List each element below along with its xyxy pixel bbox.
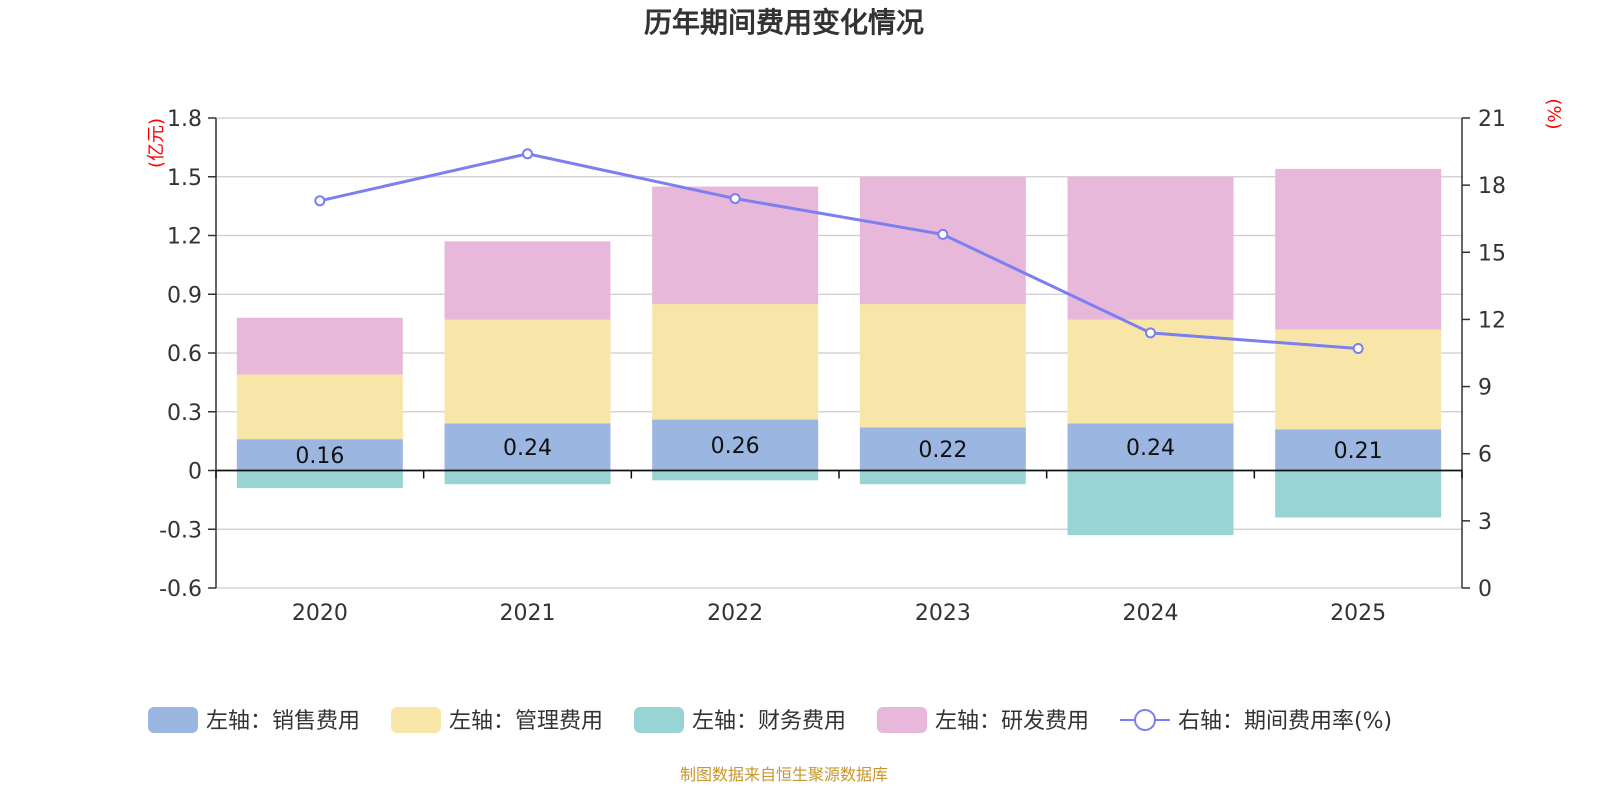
source-note: 制图数据来自恒生聚源数据库 <box>680 765 888 784</box>
bar-0-2020[interactable] <box>236 439 403 471</box>
grid <box>216 117 1462 589</box>
right-tick-label: 15 <box>1478 241 1506 266</box>
rate-point[interactable] <box>729 193 741 205</box>
left-tick-label: -0.6 <box>159 577 202 602</box>
legend-item-0[interactable]: 左轴：销售费用 <box>148 707 360 734</box>
right-tick-label: 6 <box>1478 443 1492 468</box>
rate-point[interactable] <box>1145 327 1156 339</box>
bar-1-2023[interactable] <box>859 304 1026 428</box>
left-tick-label: 0.9 <box>167 283 202 308</box>
data-label: 0.21 <box>1334 439 1383 464</box>
legend-item-3[interactable]: 左轴：研发费用 <box>877 707 1089 734</box>
legend-label: 左轴：财务费用 <box>692 709 846 734</box>
left-tick-label: 1.8 <box>167 107 202 132</box>
rate-point[interactable] <box>522 148 533 160</box>
bar-3-2022[interactable] <box>652 186 819 305</box>
bar-2-2023[interactable] <box>859 470 1026 485</box>
legend-swatch <box>148 707 198 733</box>
bar-0-2025[interactable] <box>1275 429 1442 471</box>
legend-swatch <box>391 707 441 733</box>
data-label: 0.24 <box>503 436 552 461</box>
bar-0-2021[interactable] <box>444 423 611 471</box>
legend-label: 左轴：管理费用 <box>449 709 603 734</box>
left-tick-label: -0.3 <box>159 518 202 543</box>
legend-item-1[interactable]: 左轴：管理费用 <box>391 707 603 734</box>
bar-2-2024[interactable] <box>1067 470 1234 536</box>
chart-title: 历年期间费用变化情况 <box>644 6 924 39</box>
left-tick-label: 1.5 <box>167 166 202 191</box>
legend: 左轴：销售费用 左轴：管理费用 左轴：财务费用 左轴：研发费用 右轴：期间费用率(%) <box>148 707 1392 734</box>
right-tick-label: 0 <box>1478 577 1492 602</box>
bar-0-2024[interactable] <box>1067 423 1234 471</box>
bar-0-2023[interactable] <box>859 427 1026 471</box>
right-tick-label: 21 <box>1478 107 1506 132</box>
bar-3-2020[interactable] <box>236 317 403 375</box>
right-tick-label: 18 <box>1478 174 1506 199</box>
left-tick-label: 0.3 <box>167 401 202 426</box>
right-tick-label: 9 <box>1478 376 1492 401</box>
bar-3-2025[interactable] <box>1275 168 1442 330</box>
legend-item-4[interactable]: 右轴：期间费用率(%) <box>1120 709 1392 734</box>
left-axis-unit: (亿元) <box>146 118 167 168</box>
left-tick-label: 0.6 <box>167 342 202 367</box>
left-tick-label: 1.2 <box>167 225 202 250</box>
bar-2-2022[interactable] <box>652 470 819 481</box>
data-label: 0.26 <box>711 434 760 459</box>
data-label: 0.16 <box>295 444 344 469</box>
legend-swatch <box>634 707 684 733</box>
x-tick-label: 2022 <box>707 601 763 626</box>
bar-2-2020[interactable] <box>236 470 403 489</box>
x-tick-label: 2020 <box>292 601 348 626</box>
legend-label: 左轴：销售费用 <box>206 709 360 734</box>
data-label: 0.24 <box>1126 436 1175 461</box>
rate-point[interactable] <box>1352 343 1364 355</box>
bar-0-2022[interactable] <box>652 419 819 471</box>
legend-swatch <box>877 707 927 733</box>
axes: -0.6 -0.3 0 0.3 0.6 0.9 1.2 1.5 1.8 0 3 6 9 12 15 18 21 2… <box>159 107 1506 626</box>
legend-marker <box>1134 709 1156 731</box>
bar-1-2022[interactable] <box>652 304 819 420</box>
rate-line <box>314 148 1364 355</box>
bar-3-2023[interactable] <box>859 176 1026 305</box>
left-tick-label: 0 <box>188 460 202 485</box>
bar-2-2021[interactable] <box>444 470 611 485</box>
x-tick-label: 2021 <box>500 601 556 626</box>
x-tick-label: 2024 <box>1123 601 1179 626</box>
rate-point[interactable] <box>937 228 949 240</box>
data-label: 0.22 <box>918 438 967 463</box>
bar-1-2020[interactable] <box>236 374 403 440</box>
bar-2-2025[interactable] <box>1275 470 1442 518</box>
rate-point[interactable] <box>314 195 326 207</box>
bar-3-2021[interactable] <box>444 241 611 320</box>
bar-1-2021[interactable] <box>444 319 611 424</box>
legend-label: 左轴：研发费用 <box>935 709 1089 734</box>
right-tick-label: 12 <box>1478 308 1506 333</box>
data-labels: 0.16 0.24 0.26 0.22 0.24 0.21 <box>295 434 1382 469</box>
legend-item-2[interactable]: 左轴：财务费用 <box>634 707 846 734</box>
rate-polyline <box>319 152 1359 351</box>
x-tick-label: 2025 <box>1330 601 1386 626</box>
x-tick-label: 2023 <box>915 601 971 626</box>
legend-label: 右轴：期间费用率(%) <box>1178 709 1392 734</box>
right-tick-label: 3 <box>1478 510 1492 535</box>
bars <box>236 168 1442 536</box>
right-axis-unit: (%) <box>1543 98 1564 129</box>
bar-3-2024[interactable] <box>1067 176 1234 320</box>
